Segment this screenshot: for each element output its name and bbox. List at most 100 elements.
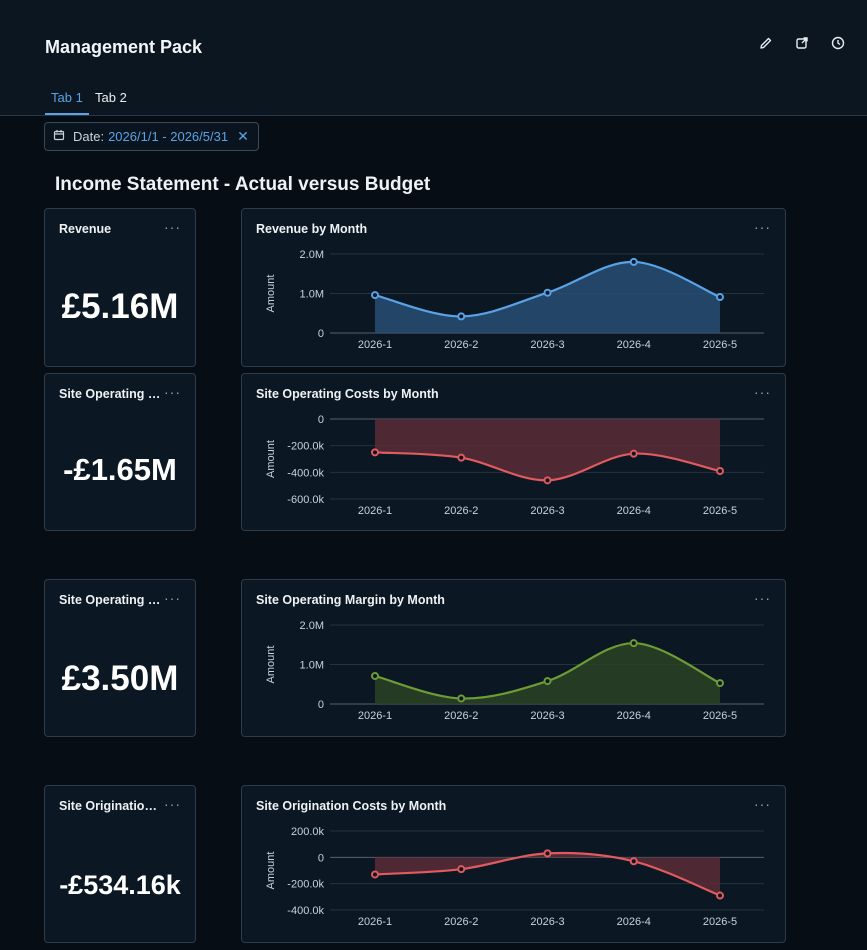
- data-point[interactable]: [371, 671, 379, 680]
- kpi-title: Site Origination Costs: [59, 799, 164, 813]
- tab-2[interactable]: Tab 2: [95, 90, 127, 105]
- x-tick-label: 2026-4: [617, 710, 651, 722]
- y-tick-label: -400.0k: [287, 467, 324, 479]
- y-tick-label: -200.0k: [287, 879, 324, 891]
- data-point[interactable]: [457, 865, 466, 874]
- dashboard-header: Management Pack Tab 1 Tab 2: [0, 0, 867, 116]
- chart-card-site-origination-costs-by-month: 200.0k 0 -200.0k -400.0k Amount 2026-1 2026-2 2…: [241, 785, 786, 943]
- data-point[interactable]: [543, 476, 552, 485]
- y-tick-label: 200.0k: [291, 826, 325, 838]
- filter-label: Date:: [73, 129, 105, 144]
- more-options-icon[interactable]: ···: [754, 590, 771, 606]
- kpi-title: Site Operating Margin: [59, 593, 164, 607]
- data-point[interactable]: [629, 449, 638, 458]
- more-options-icon[interactable]: ···: [164, 219, 181, 235]
- y-axis-title: Amount: [265, 275, 277, 313]
- x-tick-label: 2026-4: [617, 916, 651, 928]
- x-tick-label: 2026-3: [530, 505, 564, 517]
- x-tick-label: 2026-1: [358, 916, 392, 928]
- data-point[interactable]: [716, 467, 724, 475]
- kpi-card-site-operating-margin: Site Operating Margin ··· £3.50M: [44, 579, 196, 737]
- chart-title: Site Origination Costs by Month: [256, 799, 447, 813]
- data-point[interactable]: [457, 453, 466, 462]
- y-tick-label: 0: [318, 328, 324, 340]
- more-options-icon[interactable]: ···: [754, 796, 771, 812]
- x-tick-label: 2026-1: [358, 339, 392, 351]
- data-point[interactable]: [543, 849, 552, 858]
- kpi-title: Site Operating Costs: [59, 387, 164, 401]
- more-options-icon[interactable]: ···: [164, 590, 181, 606]
- chart-plot: 0 -200.0k -400.0k -600.0k Amount 2026-1 2026-2…: [265, 414, 764, 517]
- chart-card-site-operating-margin-by-month: 0 1.0M 2.0M Amount 2026-1 2026-2 2026-3 2026-4 2…: [241, 579, 786, 737]
- x-tick-label: 2026-1: [358, 505, 392, 517]
- x-tick-label: 2026-3: [530, 710, 564, 722]
- date-filter-chip[interactable]: Date: 2026/1/1 - 2026/5/31 ✕: [44, 122, 259, 151]
- x-tick-label: 2026-1: [358, 710, 392, 722]
- x-tick-label: 2026-5: [703, 710, 737, 722]
- y-axis-title: Amount: [265, 852, 277, 890]
- more-options-icon[interactable]: ···: [164, 384, 181, 400]
- y-tick-label: 0: [318, 414, 324, 426]
- y-axis-title: Amount: [265, 440, 277, 478]
- y-tick-label: 0: [318, 699, 324, 711]
- y-tick-label: 0: [318, 852, 324, 864]
- x-tick-label: 2026-4: [617, 505, 651, 517]
- data-point[interactable]: [371, 291, 379, 300]
- chart-title: Revenue by Month: [256, 222, 368, 236]
- kpi-value: -£534.16k: [59, 870, 181, 900]
- more-options-icon[interactable]: ···: [164, 796, 181, 812]
- filter-value: 2026/1/1 - 2026/5/31: [108, 129, 229, 144]
- kpi-title: Revenue: [59, 222, 112, 236]
- data-point[interactable]: [457, 694, 466, 703]
- chart-card-revenue-by-month: 0 1.0M 2.0M Amount 2026-1 2026-2 2026-3 2026-4 2…: [241, 208, 786, 367]
- y-tick-label: -600.0k: [287, 494, 324, 506]
- chart-title: Site Operating Margin by Month: [256, 593, 445, 607]
- section-title: Income Statement - Actual versus Budget: [55, 174, 431, 195]
- data-point[interactable]: [716, 293, 724, 302]
- x-tick-label: 2026-2: [444, 339, 478, 351]
- x-tick-label: 2026-2: [444, 710, 478, 722]
- chart-card-site-operating-costs-by-month: 0 -200.0k -400.0k -600.0k Amount 2026-1 2026-2…: [241, 373, 786, 531]
- chart-title: Site Operating Costs by Month: [256, 387, 439, 401]
- data-point[interactable]: [629, 257, 638, 266]
- pencil-icon[interactable]: [757, 34, 775, 52]
- clock-icon[interactable]: [829, 34, 847, 52]
- more-options-icon[interactable]: ···: [754, 384, 771, 400]
- more-options-icon[interactable]: ···: [754, 219, 771, 235]
- y-tick-label: 2.0M: [300, 249, 324, 261]
- external-link-icon[interactable]: [793, 34, 811, 52]
- tab-1[interactable]: Tab 1: [45, 88, 89, 115]
- x-tick-label: 2026-3: [530, 339, 564, 351]
- data-point[interactable]: [629, 857, 638, 866]
- data-point[interactable]: [716, 679, 724, 688]
- data-point[interactable]: [629, 639, 638, 648]
- chart-plot: 200.0k 0 -200.0k -400.0k Amount 2026-1 2026-2 2…: [265, 826, 764, 928]
- data-point[interactable]: [371, 448, 379, 457]
- series-area: [375, 419, 720, 481]
- kpi-value: £5.16M: [61, 287, 179, 326]
- x-tick-label: 2026-3: [530, 916, 564, 928]
- data-point[interactable]: [716, 891, 724, 900]
- data-point[interactable]: [543, 288, 552, 297]
- close-icon[interactable]: ✕: [237, 128, 249, 144]
- data-point[interactable]: [457, 312, 466, 321]
- y-tick-label: 1.0M: [300, 660, 324, 672]
- data-point[interactable]: [543, 677, 552, 686]
- y-tick-label: -400.0k: [287, 905, 324, 917]
- x-tick-label: 2026-4: [617, 339, 651, 351]
- series-area: [375, 853, 720, 896]
- page-title: Management Pack: [45, 37, 203, 57]
- y-tick-label: 1.0M: [300, 289, 324, 301]
- series-area: [375, 261, 720, 333]
- kpi-card-site-origination-costs: Site Origination Costs ··· -£534.16k: [44, 785, 196, 943]
- chart-plot: 0 1.0M 2.0M Amount 2026-1 2026-2 2026-3 2026-4 2…: [265, 620, 764, 722]
- x-tick-label: 2026-5: [703, 339, 737, 351]
- y-tick-label: -200.0k: [287, 441, 324, 453]
- calendar-icon: [53, 129, 65, 144]
- x-tick-label: 2026-2: [444, 505, 478, 517]
- y-axis-title: Amount: [265, 646, 277, 684]
- series-area: [375, 643, 720, 704]
- data-point[interactable]: [371, 870, 379, 879]
- chart-plot: 0 1.0M 2.0M Amount 2026-1 2026-2 2026-3 2026-4 2…: [265, 249, 764, 351]
- kpi-value: £3.50M: [61, 659, 179, 698]
